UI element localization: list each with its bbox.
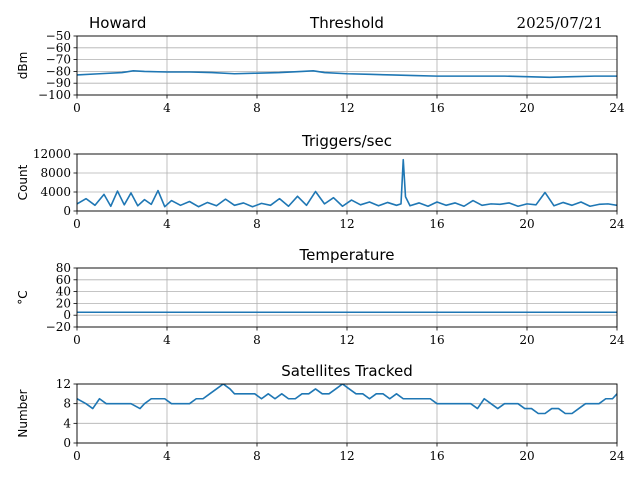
plot-frame [76, 35, 618, 96]
y-tick-label: −20 [46, 320, 71, 334]
plot-frame [76, 153, 618, 212]
x-tick-label: 12 [339, 333, 354, 347]
y-tick-label: 8 [63, 397, 71, 411]
x-tick-label: 16 [429, 333, 444, 347]
chart-panels: 0 4 8 12 16 20 24 −50−60−70−80−90−100 Threshold d… [16, 14, 625, 463]
x-tick-label: 4 [163, 333, 171, 347]
x-tick-label: 24 [609, 101, 625, 115]
y-tick-label: 0 [63, 204, 71, 218]
x-tick-label: 12 [339, 449, 354, 463]
chart-title: Temperature [298, 246, 394, 264]
y-tick-label: −70 [46, 53, 71, 67]
y-tick-label: 12000 [33, 147, 71, 161]
x-tick-label: 24 [609, 449, 625, 463]
x-tick-label: 8 [253, 101, 261, 115]
y-tick-label: −100 [38, 88, 71, 102]
x-tick-label: 16 [429, 217, 444, 231]
y-tick-label: 20 [56, 296, 71, 310]
y-axis-label: Count [16, 164, 30, 200]
chart-panel-1: 0 4 8 12 16 20 24 −50−60−70−80−90−100 Threshold d… [16, 14, 625, 115]
y-tick-label: 60 [56, 273, 71, 287]
y-tick-label: 40 [56, 285, 71, 299]
x-tick-label: 0 [73, 449, 81, 463]
y-tick-label: 80 [56, 261, 71, 275]
x-tick-label: 0 [73, 101, 81, 115]
y-axis-label: Number [16, 389, 30, 437]
x-tick-label: 8 [253, 333, 261, 347]
chart-panel-4: 0 4 8 12 16 20 24 12 8 4 0 Satellites Tracked Number [16, 362, 625, 463]
x-tick-label: 4 [163, 449, 171, 463]
x-tick-label: 20 [519, 101, 534, 115]
x-tick-label: 16 [429, 449, 444, 463]
x-tick-label: 20 [519, 217, 534, 231]
x-tick-label: 24 [609, 333, 625, 347]
x-tick-label: 4 [163, 101, 171, 115]
y-tick-label: 4000 [40, 185, 71, 199]
y-axis-label: °C [16, 290, 30, 304]
series-line [77, 70, 617, 79]
x-tick-label: 0 [73, 333, 81, 347]
chart-title: Satellites Tracked [281, 362, 412, 380]
report-date: 2025/07/21 [517, 14, 603, 32]
y-tick-label: 4 [63, 416, 71, 430]
x-tick-label: 0 [73, 217, 81, 231]
plot-frame [76, 267, 618, 328]
x-tick-label: 20 [519, 333, 534, 347]
x-tick-label: 12 [339, 101, 354, 115]
series-line [77, 384, 617, 415]
y-tick-label: 0 [63, 436, 71, 450]
y-tick-label: −50 [46, 29, 71, 43]
y-tick-label: 8000 [40, 166, 71, 180]
x-tick-label: 8 [253, 449, 261, 463]
x-tick-label: 24 [609, 217, 625, 231]
x-tick-label: 8 [253, 217, 261, 231]
plot-frame [76, 383, 618, 444]
x-tick-label: 20 [519, 449, 534, 463]
y-axis-label: dBm [16, 52, 30, 80]
y-tick-label: −90 [46, 76, 71, 90]
series-line [77, 158, 617, 208]
y-tick-label: −60 [46, 41, 71, 55]
x-tick-label: 12 [339, 217, 354, 231]
chart-panel-2: 0 4 8 12 16 20 24 12000 8000 4000 0 Triggers/sec Cou… [16, 132, 625, 231]
y-tick-label: 12 [56, 377, 71, 391]
chart-title: Threshold [309, 14, 384, 32]
x-tick-label: 4 [163, 217, 171, 231]
station-name: Howard [89, 14, 146, 32]
chart-title: Triggers/sec [301, 132, 392, 150]
x-tick-label: 16 [429, 101, 444, 115]
y-tick-label: −80 [46, 64, 71, 78]
y-tick-label: 0 [63, 308, 71, 322]
